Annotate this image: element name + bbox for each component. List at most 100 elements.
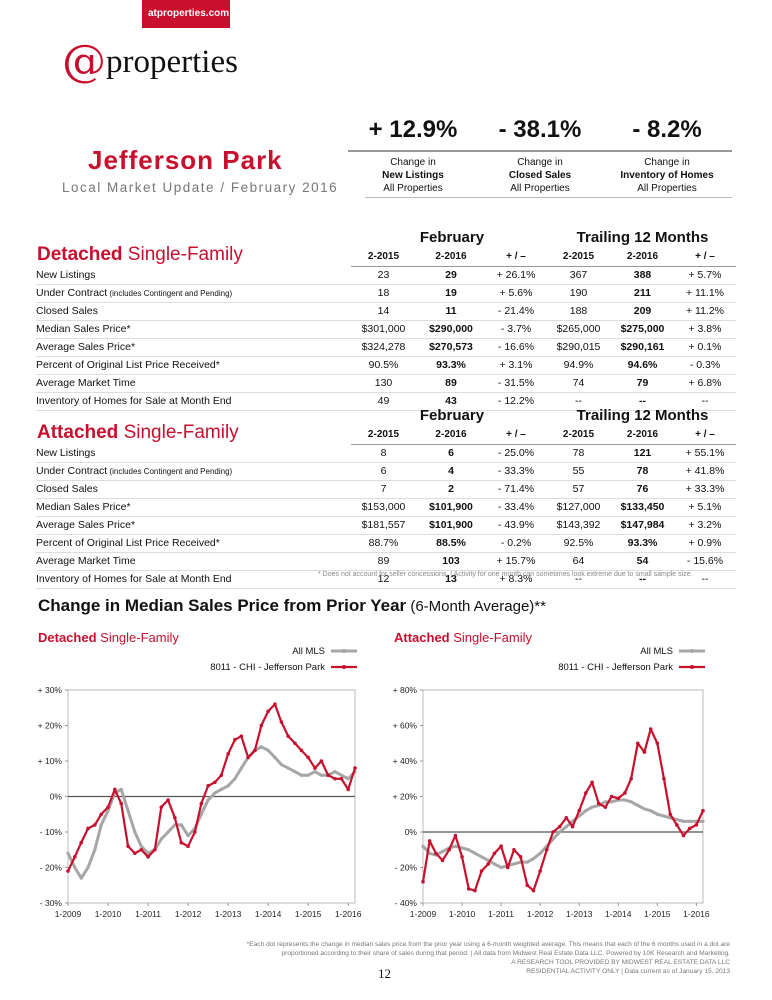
kpi-line3: All Properties xyxy=(383,183,443,194)
row-value: + 15.7% xyxy=(486,552,546,571)
series-point xyxy=(635,741,640,746)
series-point xyxy=(146,851,150,855)
column-header: 2-2015 xyxy=(351,426,416,445)
series-point xyxy=(427,839,432,843)
kpi-line2: New Listings xyxy=(382,170,444,181)
row-value: $324,278 xyxy=(351,338,416,357)
row-value: 93.3% xyxy=(611,534,674,553)
column-header: + / – xyxy=(674,248,736,267)
row-value: + 8.3% xyxy=(486,570,546,589)
row-value: + 5.6% xyxy=(486,284,546,303)
x-tick-label: 1-2010 xyxy=(95,909,122,919)
brand-url[interactable]: atproperties.com xyxy=(148,8,230,19)
series-point xyxy=(313,766,317,770)
row-value: 2 xyxy=(416,480,486,499)
charts-svg: + 30%+ 20%+ 10%0%- 10%- 20%- 30%1-2009 1-… xyxy=(38,646,710,919)
series-point xyxy=(166,830,170,834)
row-label: Average Sales Price* xyxy=(36,338,351,357)
series-point xyxy=(93,848,97,852)
x-tick-label: 1-2015 xyxy=(295,909,322,919)
series-point xyxy=(564,825,568,829)
header-spacer xyxy=(36,426,351,445)
brand-url-bar[interactable]: atproperties.com xyxy=(142,0,230,28)
series-point xyxy=(609,794,614,799)
row-value: - 33.3% xyxy=(486,462,546,481)
row-value: - 43.9% xyxy=(486,516,546,535)
row-value: 121 xyxy=(611,444,674,463)
row-value: 19 xyxy=(416,284,486,303)
series-point xyxy=(648,727,653,731)
series-point xyxy=(73,855,77,859)
series-point xyxy=(106,805,110,809)
series-point xyxy=(73,865,77,870)
series-point xyxy=(226,784,230,788)
kpi-rule xyxy=(475,150,605,152)
series-point xyxy=(199,801,204,806)
row-value: $147,984 xyxy=(611,516,674,535)
series-point xyxy=(538,851,542,855)
series-point xyxy=(346,777,350,781)
series-point xyxy=(146,855,150,859)
row-value: 78 xyxy=(611,462,674,481)
row-value: - 31.5% xyxy=(486,374,546,393)
row-value: 54 xyxy=(611,552,674,571)
series-point xyxy=(596,801,601,806)
row-value: 43 xyxy=(416,392,486,411)
footnote-line: RESIDENTIAL ACTIVITY ONLY | Data current… xyxy=(526,968,730,975)
row-label: Under Contract (includes Contingent and … xyxy=(36,462,351,481)
series-point xyxy=(649,809,653,813)
series-point xyxy=(655,812,659,816)
table-row: Average Market Time 130 89- 31.5% 74 79 + 6.8… xyxy=(36,374,736,393)
series-point xyxy=(213,780,217,785)
series-point xyxy=(113,787,117,792)
row-label-text: Under Contract xyxy=(36,286,108,299)
row-value: 89 xyxy=(351,552,416,571)
table-header-row: 2-2015 2-2016 + / –2-2015 2-2016 + / – xyxy=(36,426,736,445)
series-point xyxy=(453,833,458,838)
series-point xyxy=(279,762,283,767)
series-point xyxy=(701,819,705,823)
series-point xyxy=(590,805,594,809)
row-value: $265,000 xyxy=(546,320,611,339)
table-row: Percent of Original List Price Received*… xyxy=(36,356,736,375)
brand-logo-at: @ xyxy=(62,36,106,87)
row-value: 388 xyxy=(611,266,674,285)
series-point xyxy=(479,855,484,859)
row-value: 74 xyxy=(546,374,611,393)
y-tick-label: 0% xyxy=(50,792,63,802)
series-point xyxy=(273,755,277,760)
row-value: $181,557 xyxy=(351,516,416,535)
series-point xyxy=(306,755,310,760)
series-point xyxy=(531,857,536,861)
kpi-line3: All Properties xyxy=(510,183,570,194)
series-point xyxy=(687,826,692,831)
series-point xyxy=(558,830,562,834)
column-header: + / – xyxy=(486,426,546,445)
row-value: 64 xyxy=(546,552,611,571)
series-point xyxy=(139,844,143,848)
series-point xyxy=(86,826,90,831)
group-head-month: February xyxy=(419,229,485,246)
row-value: 76 xyxy=(611,480,674,499)
x-tick-label: 1-2013 xyxy=(566,909,593,919)
attached-chart-title: Attached Single-Family xyxy=(394,630,532,645)
series-point xyxy=(551,830,555,834)
row-label-text: Percent of Original List Price Received* xyxy=(36,358,220,371)
row-value: + 6.8% xyxy=(674,374,736,393)
series-point xyxy=(279,720,284,724)
area-title: Jefferson Park xyxy=(88,145,283,175)
row-label-text: Median Sales Price* xyxy=(36,500,131,513)
row-value: 8 xyxy=(351,444,416,463)
series-point xyxy=(642,807,647,811)
detached-table: 2-2015 2-2016 + / –2-2015 2-2016 + / – New Li… xyxy=(36,248,736,411)
y-tick-label: - 10% xyxy=(40,827,63,837)
series-point xyxy=(531,888,536,893)
table-row: Average Sales Price* $181,557 $101,900- 43… xyxy=(36,516,736,535)
y-tick-label: - 20% xyxy=(40,863,63,873)
series-point xyxy=(299,773,303,777)
series-line xyxy=(66,745,357,880)
kpi-value: - 38.1% xyxy=(498,116,582,143)
row-value: + 5.1% xyxy=(674,498,736,517)
series-point xyxy=(253,748,257,753)
kpi-value: - 8.2% xyxy=(632,116,702,143)
